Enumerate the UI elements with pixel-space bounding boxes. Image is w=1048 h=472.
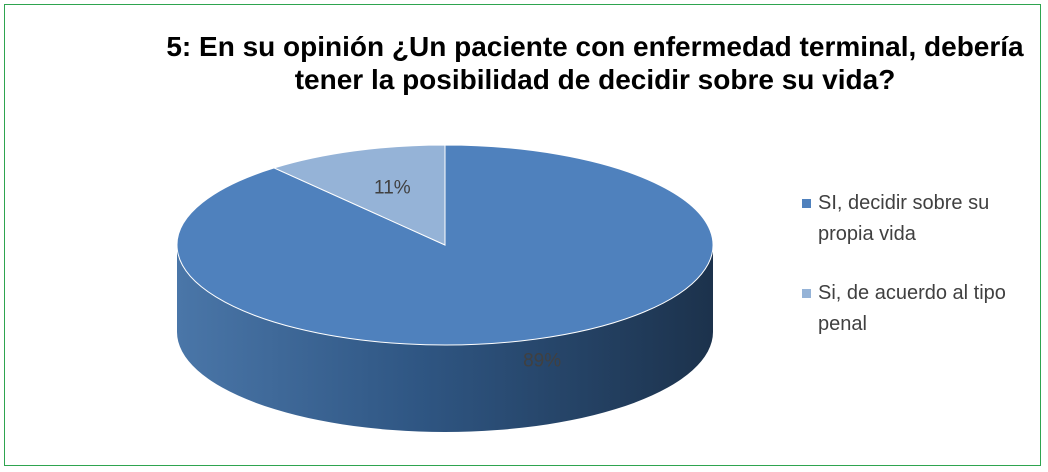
chart-title: 5: En su opinión ¿Un paciente con enferm… bbox=[166, 31, 1024, 95]
legend-item: Si, de acuerdo al tipo penal bbox=[802, 278, 1028, 340]
data-label: 89% bbox=[523, 351, 561, 372]
legend-label: Si, de acuerdo al tipo penal bbox=[818, 282, 1006, 335]
legend-label: SI, decidir sobre su propia vida bbox=[818, 192, 990, 245]
legend-marker bbox=[802, 199, 811, 208]
legend-marker bbox=[802, 289, 811, 298]
chart-border bbox=[4, 4, 1041, 466]
pie-side bbox=[177, 245, 713, 432]
data-label: 11% bbox=[374, 178, 411, 199]
pie-slice bbox=[272, 144, 446, 246]
legend-item: SI, decidir sobre su propia vida bbox=[802, 188, 1028, 250]
